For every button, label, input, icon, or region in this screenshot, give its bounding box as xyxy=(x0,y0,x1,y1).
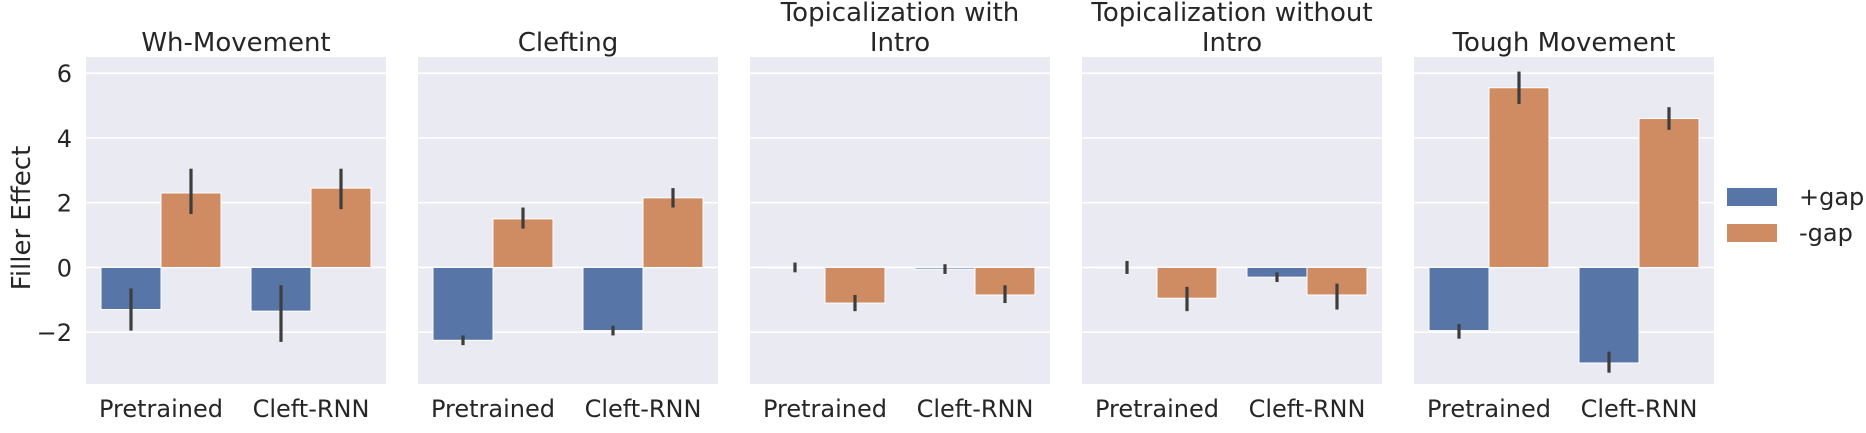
y-tick-label: 0 xyxy=(57,254,72,282)
facet-title: Topicalization with xyxy=(780,0,1020,28)
bar xyxy=(1488,87,1550,268)
x-tick-label: Pretrained xyxy=(1427,395,1551,423)
bar xyxy=(1578,266,1640,364)
legend-swatch xyxy=(1727,224,1777,242)
x-tick-label: Cleft-RNN xyxy=(1581,395,1698,423)
facet-title: Wh-Movement xyxy=(141,28,330,58)
y-tick-label: 2 xyxy=(57,190,72,218)
facet-title: Clefting xyxy=(518,28,618,58)
bar xyxy=(642,197,704,268)
x-tick-label: Pretrained xyxy=(431,395,555,423)
legend-label: -gap xyxy=(1799,219,1853,247)
legend-swatch xyxy=(1727,188,1777,206)
facet-background xyxy=(1082,57,1382,384)
y-tick-label: 6 xyxy=(57,60,72,88)
facet-panel: Clefting Pretrained Cleft-RNN xyxy=(418,28,718,423)
x-tick-label: Cleft-RNN xyxy=(917,395,1034,423)
x-tick-label: Cleft-RNN xyxy=(1249,395,1366,423)
facet-panel: −2 0 2 4 6 Wh-Movement Pretrained Cleft-RNN xyxy=(37,28,386,423)
bar xyxy=(1428,266,1490,332)
facet-title: Tough Movement xyxy=(1452,28,1676,58)
bar xyxy=(1638,118,1700,268)
y-tick-label: −2 xyxy=(37,319,72,347)
legend-label: +gap xyxy=(1799,183,1864,211)
x-tick-label: Cleft-RNN xyxy=(253,395,370,423)
y-axis-label: Filler Effect xyxy=(7,146,37,291)
y-tick-label: 4 xyxy=(57,125,72,153)
facet-panel: Tough Movement Pretrained Cleft-RNN xyxy=(1414,28,1714,423)
facet-title: Intro xyxy=(870,28,930,58)
facet-title: Topicalization without xyxy=(1090,0,1372,28)
x-tick-label: Pretrained xyxy=(99,395,223,423)
bar xyxy=(432,266,494,341)
legend: +gap -gap xyxy=(1727,183,1864,247)
facet-background xyxy=(750,57,1050,384)
x-tick-label: Pretrained xyxy=(763,395,887,423)
x-tick-label: Cleft-RNN xyxy=(585,395,702,423)
facet-title: Intro xyxy=(1202,28,1262,58)
bar xyxy=(582,266,644,332)
x-tick-label: Pretrained xyxy=(1095,395,1219,423)
